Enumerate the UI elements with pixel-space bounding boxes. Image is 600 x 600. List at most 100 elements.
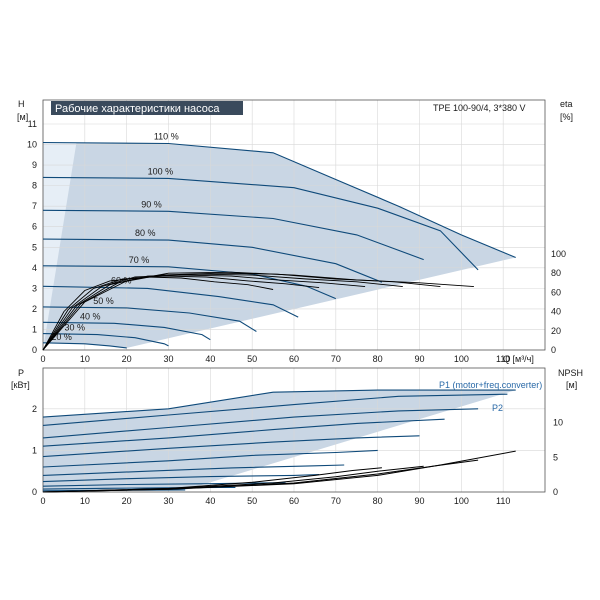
power-curve <box>42 389 516 418</box>
top-y-right-tick-label: 20 <box>551 326 561 336</box>
bottom-y-right-tick-label: 10 <box>553 418 563 428</box>
bottom-y-right-unit: [м] <box>566 380 577 390</box>
top-x-tick-label: 90 <box>414 354 424 364</box>
top-x-tick-label: 80 <box>373 354 383 364</box>
top-y-right-tick-label: 0 <box>551 345 556 355</box>
power-curve <box>42 464 345 476</box>
top-y-left-tick-label: 2 <box>32 304 37 314</box>
x-axis-label: Q [м³/ч] <box>503 354 534 364</box>
speed-curve-110 <box>42 141 516 259</box>
eta-curve <box>42 274 366 351</box>
p2-series-label: P2 <box>492 403 503 413</box>
power-curve <box>42 418 445 447</box>
speed-curve-20 <box>42 342 127 349</box>
top-x-tick-label: 100 <box>454 354 469 364</box>
speed-curve-90 <box>42 209 424 261</box>
power-curve <box>42 408 479 439</box>
bottom-y-left-tick-label: 2 <box>32 404 37 414</box>
speed-curve-50 <box>42 306 257 332</box>
bottom-panel-frame <box>42 367 546 493</box>
bottom-x-tick-label: 0 <box>40 496 45 506</box>
top-x-tick-label: 20 <box>122 354 132 364</box>
speed-curve-label: 110 % <box>154 131 179 141</box>
speed-curve-label: 70 % <box>129 255 150 265</box>
top-y-right-tick-label: 60 <box>551 287 561 297</box>
top-y-left-tick-label: 1 <box>32 324 37 334</box>
top-y-left-unit: [м] <box>17 112 28 122</box>
speed-curve-label: 90 % <box>141 199 162 209</box>
power-curve <box>42 449 378 468</box>
speed-curve-100 <box>42 176 479 271</box>
bottom-y-right-label: NPSH <box>558 368 583 378</box>
speed-curve-label: 40 % <box>80 311 101 321</box>
power-curve <box>42 393 508 426</box>
top-y-left-tick-label: 11 <box>28 119 37 129</box>
bottom-x-tick-label: 80 <box>373 496 383 506</box>
top-y-left-tick-label: 4 <box>32 263 37 273</box>
bottom-x-tick-label: 60 <box>289 496 299 506</box>
p1-series-label: P1 (motor+freq.converter) <box>439 380 542 390</box>
power-curve <box>42 435 420 458</box>
top-x-tick-label: 70 <box>331 354 341 364</box>
eta-curve <box>42 272 441 351</box>
speed-curve-label: 20 % <box>51 332 72 342</box>
top-x-tick-label: 0 <box>40 354 45 364</box>
eta-curve <box>42 273 403 351</box>
top-y-left-tick-label: 6 <box>32 222 37 232</box>
top-y-left-tick-label: 5 <box>32 242 37 252</box>
top-y-right-tick-label: 40 <box>551 307 561 317</box>
bottom-x-tick-label: 40 <box>205 496 215 506</box>
top-x-tick-label: 10 <box>80 354 90 364</box>
speed-curve-label: 80 % <box>135 228 156 238</box>
top-panel-frame <box>42 99 546 351</box>
speed-curve-40 <box>42 321 211 341</box>
top-y-left-tick-label: 9 <box>32 160 37 170</box>
top-operating-area-light <box>43 142 77 350</box>
top-y-left-tick-label: 0 <box>32 345 37 355</box>
eta-curve <box>42 275 320 351</box>
pump-model-label: TPE 100-90/4, 3*380 V <box>433 103 526 113</box>
top-x-tick-label: 110 <box>496 354 510 364</box>
speed-curve-label: 30 % <box>65 323 86 333</box>
top-y-right-label: eta <box>560 99 573 109</box>
top-y-left-label: H <box>18 99 25 109</box>
bottom-x-tick-label: 30 <box>163 496 173 506</box>
bottom-x-tick-label: 50 <box>247 496 257 506</box>
top-x-tick-label: 60 <box>289 354 299 364</box>
top-y-left-tick-label: 7 <box>32 201 37 211</box>
speed-curve-30 <box>42 333 169 347</box>
bottom-x-tick-label: 10 <box>80 496 90 506</box>
top-y-left-tick-label: 8 <box>32 181 37 191</box>
chart-title: Рабочие характеристики насоса <box>55 103 220 115</box>
bottom-y-left-unit: [кВт] <box>11 380 30 390</box>
top-x-tick-label: 50 <box>247 354 257 364</box>
bottom-y-right-tick-label: 5 <box>553 452 558 462</box>
bottom-y-left-tick-label: 1 <box>32 445 37 455</box>
speed-curve-label: 100 % <box>148 166 174 176</box>
bottom-x-tick-label: 110 <box>496 496 510 506</box>
power-curve <box>42 486 236 490</box>
chart-title-bg <box>51 101 243 115</box>
bottom-y-left-tick-label: 0 <box>32 487 37 497</box>
top-y-left-tick-label: 10 <box>27 140 37 150</box>
speed-curve-label: 50 % <box>93 296 114 306</box>
eta-curve <box>42 276 274 351</box>
top-x-tick-label: 30 <box>163 354 173 364</box>
bottom-x-tick-label: 90 <box>414 496 424 506</box>
speed-curve-label: 60 % <box>111 275 132 285</box>
bottom-y-right-tick-label: 0 <box>553 487 558 497</box>
power-curve <box>42 473 320 483</box>
npsh-curve <box>42 467 382 493</box>
top-y-left-tick-label: 3 <box>32 283 37 293</box>
top-y-right-tick-label: 100 <box>551 249 566 259</box>
bottom-x-tick-label: 20 <box>122 496 132 506</box>
bottom-x-tick-label: 70 <box>331 496 341 506</box>
bottom-x-tick-label: 100 <box>454 496 469 506</box>
npsh-curve <box>42 459 479 493</box>
top-y-right-unit: [%] <box>560 112 573 122</box>
top-operating-area <box>43 142 516 348</box>
top-x-tick-label: 40 <box>205 354 215 364</box>
bottom-y-left-label: P <box>18 368 24 378</box>
top-y-right-tick-label: 80 <box>551 268 561 278</box>
